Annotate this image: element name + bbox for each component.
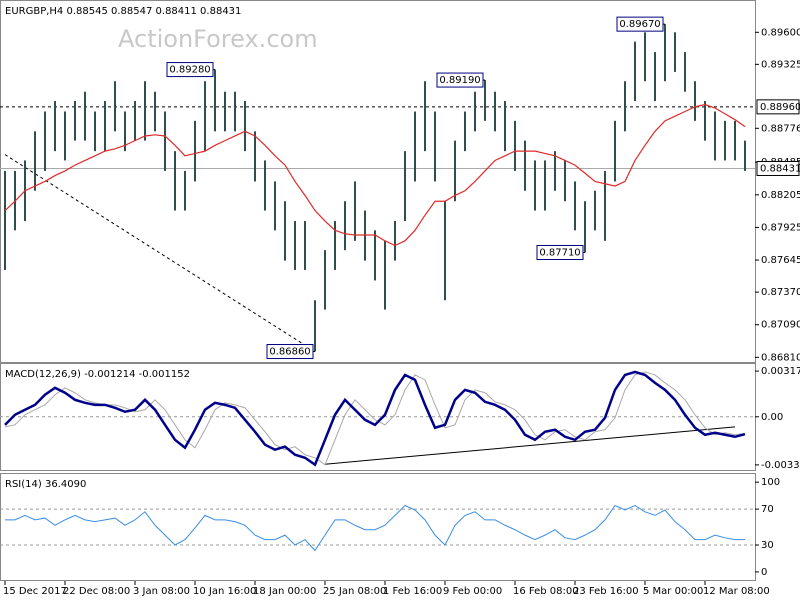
y-tick-label: 0.003177 [761,366,800,377]
annotation-box [536,244,584,260]
x-tick-label: 1 Feb 16:00 [383,586,442,597]
signal-line [4,371,746,466]
y-tick-label: 0 [761,567,767,578]
panel-title: EURGBP,H4 0.88545 0.88547 0.88411 0.8843… [5,6,241,17]
moving-average [4,103,746,247]
x-tick-label: 5 Mar 00:00 [643,586,703,597]
annotation-label: 0.89280 [169,65,210,76]
macd-line [4,370,746,467]
level-label: 0.88960 [760,102,800,113]
y-tick-label: 30 [761,540,774,551]
y-tick-label: 0.87370 [761,287,800,298]
panel-title: RSI(14) 36.4090 [5,479,86,490]
x-tick-label: 9 Feb 00:00 [443,586,502,597]
annotation-label: 0.86860 [269,347,310,358]
watermark: ActionForex.com [118,25,318,53]
level-box [756,99,800,115]
x-tick-label: 18 Jan 00:00 [253,586,316,597]
level-box [756,160,800,176]
y-tick-label: 0.87645 [761,255,800,266]
annotation-box [266,344,314,360]
y-tick-label: 0.88776 [761,123,800,134]
y-tick-label: 70 [761,504,774,515]
annotation-box [616,16,664,32]
panel-title: MACD(12,26,9) -0.001214 -0.001152 [5,369,190,380]
annotation-label: 0.89190 [439,75,480,86]
y-tick-label: 0.00 [761,412,783,423]
y-tick-label: 0.86810 [761,352,800,363]
x-tick-label: 22 Dec 08:00 [63,586,130,597]
y-tick-label: 0.88205 [761,190,800,201]
annotation-box [436,72,484,88]
x-tick-label: 12 Mar 08:00 [703,586,770,597]
level-label: 0.88431 [760,163,800,174]
x-tick-label: 16 Feb 08:00 [513,586,579,597]
rsi-line [5,504,745,552]
trendline [4,154,316,352]
x-tick-label: 10 Jan 16:00 [193,586,256,597]
trendline [324,426,736,465]
y-tick-label: 0.87925 [761,222,800,233]
y-tick-label: -0.003344 [761,460,800,471]
x-tick-label: 3 Jan 08:00 [133,586,190,597]
x-tick-label: 15 Dec 2017 [3,586,67,597]
annotation-label: 0.87710 [539,247,580,258]
x-tick-label: 23 Feb 16:00 [573,586,639,597]
y-tick-label: 0.89600 [761,27,800,38]
y-tick-label: 0.89325 [761,59,800,70]
annotation-label: 0.89670 [619,19,660,30]
annotation-box [166,62,214,78]
x-tick-label: 25 Jan 08:00 [323,586,386,597]
y-tick-label: 0.87090 [761,320,800,331]
panel-frame [0,473,756,581]
panel-frame [0,0,756,363]
y-tick-label: 100 [761,477,780,488]
